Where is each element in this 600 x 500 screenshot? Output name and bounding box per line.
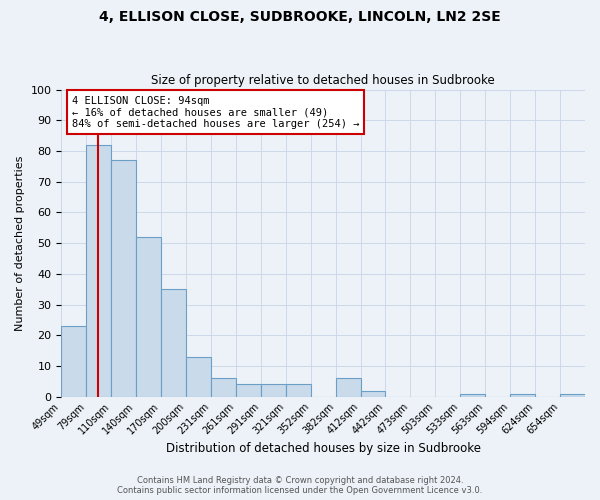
- Bar: [111, 160, 136, 396]
- Bar: [86, 145, 111, 397]
- Y-axis label: Number of detached properties: Number of detached properties: [15, 156, 25, 331]
- Bar: [510, 394, 535, 396]
- Bar: [161, 289, 186, 397]
- Bar: [460, 394, 485, 396]
- Bar: [286, 384, 311, 396]
- Bar: [236, 384, 261, 396]
- Bar: [335, 378, 361, 396]
- Bar: [361, 390, 385, 396]
- Bar: [261, 384, 286, 396]
- Bar: [186, 356, 211, 397]
- Text: Contains HM Land Registry data © Crown copyright and database right 2024.
Contai: Contains HM Land Registry data © Crown c…: [118, 476, 482, 495]
- Bar: [61, 326, 86, 396]
- X-axis label: Distribution of detached houses by size in Sudbrooke: Distribution of detached houses by size …: [166, 442, 481, 455]
- Bar: [211, 378, 236, 396]
- Text: 4, ELLISON CLOSE, SUDBROOKE, LINCOLN, LN2 2SE: 4, ELLISON CLOSE, SUDBROOKE, LINCOLN, LN…: [99, 10, 501, 24]
- Title: Size of property relative to detached houses in Sudbrooke: Size of property relative to detached ho…: [151, 74, 495, 87]
- Bar: [560, 394, 585, 396]
- Bar: [136, 237, 161, 396]
- Text: 4 ELLISON CLOSE: 94sqm
← 16% of detached houses are smaller (49)
84% of semi-det: 4 ELLISON CLOSE: 94sqm ← 16% of detached…: [72, 96, 359, 129]
